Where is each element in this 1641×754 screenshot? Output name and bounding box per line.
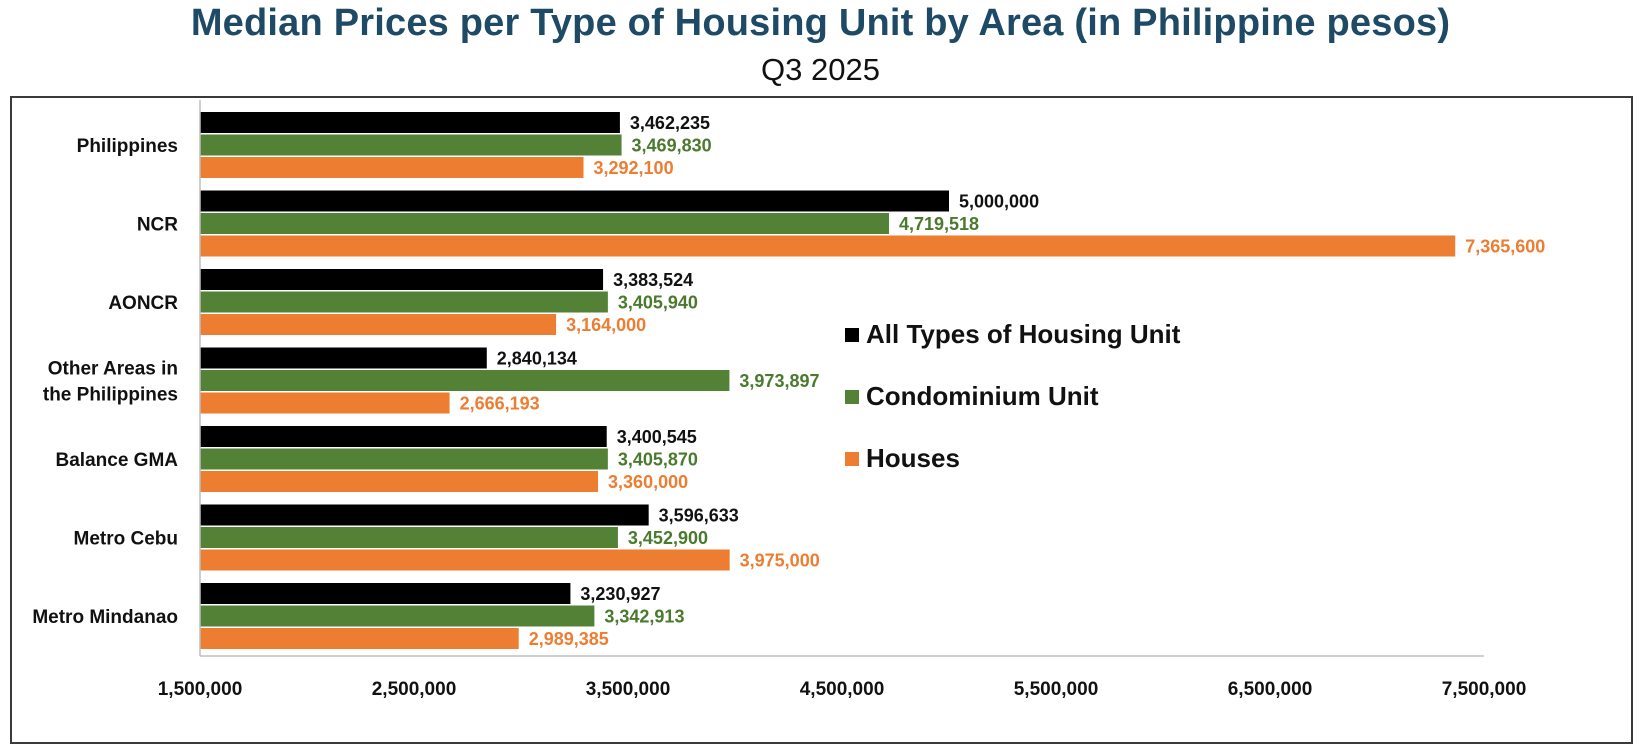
data-label-metro-cebu-condominium-unit: 3,452,900 [628,528,708,548]
bar-metro-mindanao-houses [200,628,519,649]
bar-aoncr-all-types-of-housing-unit [200,269,604,290]
bar-aoncr-houses [200,314,557,335]
category-label-ncr: NCR [137,215,178,236]
data-label-philippines-all-types-of-housing-unit: 3,462,235 [630,113,710,133]
bar-balance-gma-houses [200,471,599,492]
legend-swatch-houses [845,452,859,466]
bar-metro-cebu-condominium-unit [200,527,618,548]
bar-philippines-condominium-unit [200,134,622,156]
category-labels: Philippines NCR AONCR Other Areas in the Phi… [32,136,178,628]
data-label-balance-gma-condominium-unit: 3,405,870 [618,450,698,470]
x-tick-label-3500000: 3,500,000 [586,679,671,700]
data-label-ncr-condominium-unit: 4,719,518 [899,214,979,234]
data-label-metro-cebu-houses: 3,975,000 [740,551,820,571]
legend-swatch-condominium-unit [845,390,859,404]
chart-frame [10,96,1633,744]
data-label-other-areas-in-the-philippines-all-types-of-housing-unit: 2,840,134 [497,349,577,369]
legend: All Types of Housing Unit Condominium Uni… [845,319,1181,473]
legend-label-all-types-of-housing-unit: All Types of Housing Unit [866,319,1181,349]
data-label-metro-mindanao-houses: 2,989,385 [529,629,609,649]
bar-aoncr-condominium-unit [200,291,608,313]
bar-metro-mindanao-condominium-unit [200,605,595,627]
bar-metro-mindanao-all-types-of-housing-unit [200,583,571,604]
data-label-other-areas-in-the-philippines-houses: 2,666,193 [460,394,540,414]
bar-other-areas-in-the-philippines-houses [200,392,450,414]
x-tick-label-1500000: 1,500,000 [158,679,243,700]
chart-subtitle: Q3 2025 [761,52,880,87]
category-label-philippines: Philippines [77,136,178,157]
bar-balance-gma-condominium-unit [200,448,608,470]
legend-label-condominium-unit: Condominium Unit [866,381,1099,411]
bar-ncr-houses [200,235,1456,257]
bar-other-areas-in-the-philippines-all-types-of-housing-unit [200,347,487,369]
legend-swatch-all-types-of-housing-unit [845,328,859,342]
x-axis: 1,500,000 2,500,000 3,500,000 4,500,000 5,50… [158,100,1527,700]
category-label-aoncr: AONCR [108,293,178,314]
data-label-ncr-houses: 7,365,600 [1465,237,1545,257]
data-label-balance-gma-all-types-of-housing-unit: 3,400,545 [617,427,697,447]
bar-metro-cebu-houses [200,549,730,571]
category-label-metro-cebu: Metro Cebu [74,529,179,550]
data-label-aoncr-condominium-unit: 3,405,940 [618,293,698,313]
data-label-aoncr-all-types-of-housing-unit: 3,383,524 [613,270,693,290]
bar-philippines-houses [200,157,584,178]
category-label-balance-gma: Balance GMA [56,450,179,471]
chart-title: Median Prices per Type of Housing Unit b… [190,2,1451,44]
data-label-other-areas-in-the-philippines-condominium-unit: 3,973,897 [739,371,819,391]
data-label-balance-gma-houses: 3,360,000 [608,472,688,492]
legend-label-houses: Houses [866,443,960,473]
bar-metro-cebu-all-types-of-housing-unit [200,504,649,526]
data-label-aoncr-houses: 3,164,000 [566,315,646,335]
bar-philippines-all-types-of-housing-unit [200,112,620,133]
x-tick-label-5500000: 5,500,000 [1014,679,1099,700]
category-label-other-areas-in-the-philippines-line-2: the Philippines [43,385,178,406]
bar-ncr-condominium-unit [200,213,889,234]
data-label-metro-mindanao-all-types-of-housing-unit: 3,230,927 [580,584,660,604]
bar-other-areas-in-the-philippines-condominium-unit [200,370,730,391]
bar-balance-gma-all-types-of-housing-unit [200,426,607,447]
bar-ncr-all-types-of-housing-unit [200,190,949,212]
data-label-ncr-all-types-of-housing-unit: 5,000,000 [959,192,1039,212]
data-label-metro-mindanao-condominium-unit: 3,342,913 [604,607,684,627]
data-label-metro-cebu-all-types-of-housing-unit: 3,596,633 [659,506,739,526]
x-tick-label-6500000: 6,500,000 [1228,679,1313,700]
x-tick-label-2500000: 2,500,000 [372,679,457,700]
x-tick-label-7500000: 7,500,000 [1442,679,1527,700]
category-label-other-areas-in-the-philippines-line-1: Other Areas in [48,359,178,380]
x-tick-label-4500000: 4,500,000 [800,679,885,700]
data-label-philippines-houses: 3,292,100 [594,158,674,178]
category-label-metro-mindanao: Metro Mindanao [32,607,178,628]
data-label-philippines-condominium-unit: 3,469,830 [632,136,712,156]
